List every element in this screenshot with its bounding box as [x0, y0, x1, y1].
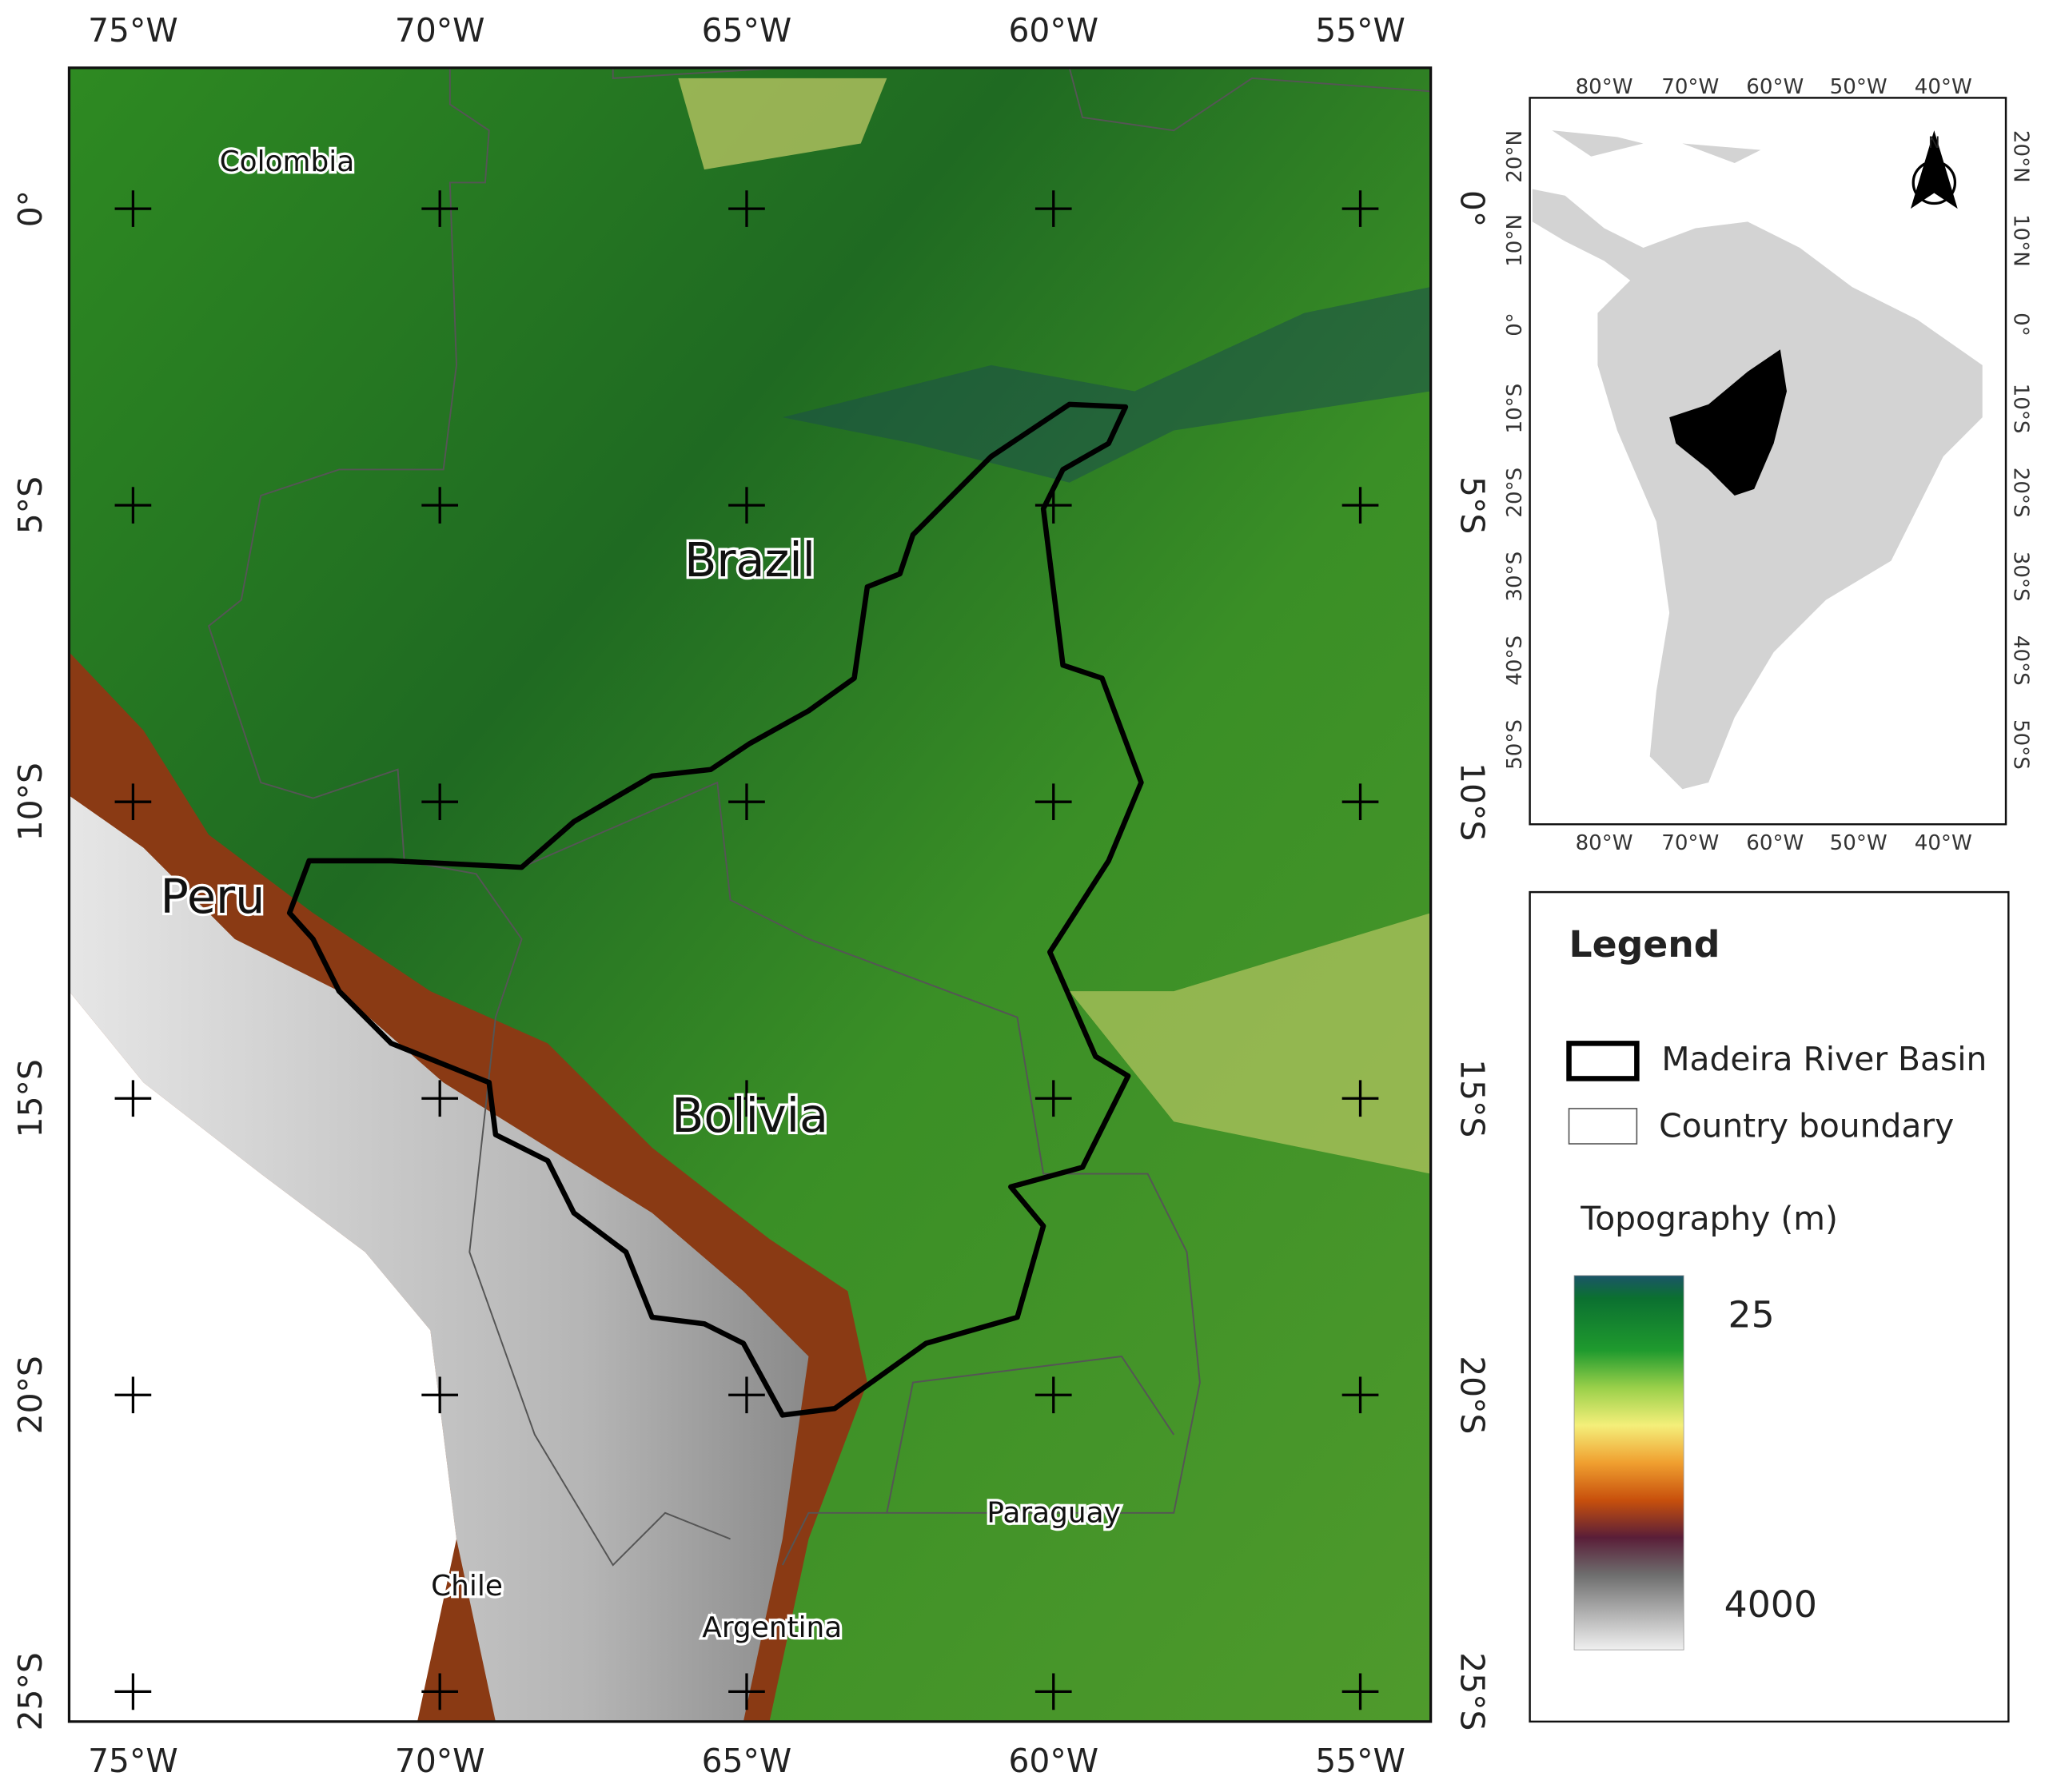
inset-lon-label: 50°W	[1830, 831, 1888, 855]
lon-label: 70°W	[395, 11, 485, 50]
lon-label: 70°W	[395, 1742, 485, 1780]
inset-lat-label: 10°N	[2009, 214, 2033, 267]
inset-lat-label: 20°N	[2009, 130, 2033, 183]
lat-label: 15°S	[1453, 1059, 1492, 1137]
country-label: Chile	[431, 1570, 503, 1603]
inset-lat-label: 30°S	[2009, 552, 2033, 602]
inset-lat-label: 50°S	[2009, 719, 2033, 770]
lon-label: 60°W	[1008, 11, 1098, 50]
country-boundaries	[207, 67, 1431, 1567]
lon-label: 65°W	[702, 11, 792, 50]
graticule	[114, 190, 1379, 1710]
north-arrow	[1910, 130, 1958, 209]
lon-label: 65°W	[702, 1742, 792, 1780]
inset-lon-label: 80°W	[1576, 831, 1633, 855]
lat-label: 5°S	[1453, 476, 1492, 534]
basin-symbol	[1566, 1041, 1640, 1081]
south-america	[1532, 189, 1983, 790]
inset-lat-label: 20°S	[2009, 468, 2033, 518]
lat-label: 20°S	[11, 1356, 50, 1434]
inset-lon-label: 70°W	[1661, 75, 1719, 99]
lat-label: 20°S	[1453, 1356, 1492, 1434]
inset-lat-label: 0°	[2009, 313, 2033, 336]
inset-lon-label: 70°W	[1661, 831, 1719, 855]
legend: Legend Madeira River Basin Country bound…	[1529, 890, 2010, 1723]
lon-label: 55°W	[1315, 11, 1405, 50]
inset-lat-label: 30°S	[1503, 552, 1527, 602]
inset-lon-label: 60°W	[1746, 75, 1804, 99]
highland	[678, 78, 887, 170]
country-label: Bolivia	[672, 1088, 828, 1143]
inset-lat-label: 0°	[1503, 313, 1527, 336]
andes	[69, 795, 809, 1722]
country-label: Argentina	[702, 1611, 842, 1644]
inset-basin	[1669, 349, 1787, 496]
madeira-basin	[286, 401, 1144, 1418]
scale-label: 4000	[1724, 1583, 1817, 1626]
lat-label: 0°	[11, 190, 50, 227]
caribbean	[1552, 130, 1761, 163]
color-bar	[1573, 1275, 1684, 1651]
legend-label: Country boundary	[1659, 1106, 1954, 1145]
lon-label: 75°W	[88, 11, 178, 50]
inset-lat-label: 50°S	[1503, 719, 1527, 770]
inset-lon-label: 40°W	[1915, 75, 1972, 99]
lat-label: 25°S	[11, 1652, 50, 1730]
pacific	[69, 991, 456, 1722]
inset-map: N	[1529, 97, 2007, 826]
lat-label: 10°S	[1453, 763, 1492, 841]
inset-lat-label: 20°S	[1503, 468, 1527, 518]
lat-label: 0°	[1453, 190, 1492, 227]
inset-lon-label: 60°W	[1746, 831, 1804, 855]
lon-label: 60°W	[1008, 1742, 1098, 1780]
map-frame	[67, 66, 1433, 1723]
inset-lat-label: 20°N	[1503, 130, 1527, 183]
inset-lat-label: 10°S	[1503, 384, 1527, 434]
north-label: N	[1928, 133, 1940, 152]
inset-lon-label: 80°W	[1576, 75, 1633, 99]
main-map: Colombia Brazil Peru Bolivia Chile Argentina P…	[69, 67, 1431, 1722]
country-label: Peru	[161, 869, 265, 924]
inset-lat-label: 10°S	[2009, 384, 2033, 434]
lat-label: 5°S	[11, 476, 50, 534]
lat-label: 25°S	[1453, 1652, 1492, 1730]
lat-label: 10°S	[11, 763, 50, 841]
inset-lat-label: 40°S	[1503, 635, 1527, 686]
inset-lon-label: 50°W	[1830, 75, 1888, 99]
country-label: Paraguay	[987, 1496, 1120, 1529]
topography-title: Topography (m)	[1580, 1199, 1838, 1237]
country-label: Brazil	[684, 532, 815, 587]
river-lowland	[782, 286, 1431, 483]
scale-label: 25	[1728, 1294, 1775, 1336]
inset-lat-label: 40°S	[2009, 635, 2033, 686]
legend-label: Madeira River Basin	[1661, 1040, 1987, 1078]
lon-label: 75°W	[88, 1742, 178, 1780]
north-arrow-circle	[1911, 160, 1957, 205]
inset-lat-label: 10°N	[1503, 214, 1527, 267]
lat-label: 15°S	[11, 1059, 50, 1137]
country-label: Colombia	[220, 145, 355, 178]
legend-title: Legend	[1569, 923, 1720, 966]
boundary-symbol	[1568, 1108, 1638, 1145]
inset-lon-label: 40°W	[1915, 831, 1972, 855]
highland	[1069, 913, 1431, 1174]
lon-label: 55°W	[1315, 1742, 1405, 1780]
